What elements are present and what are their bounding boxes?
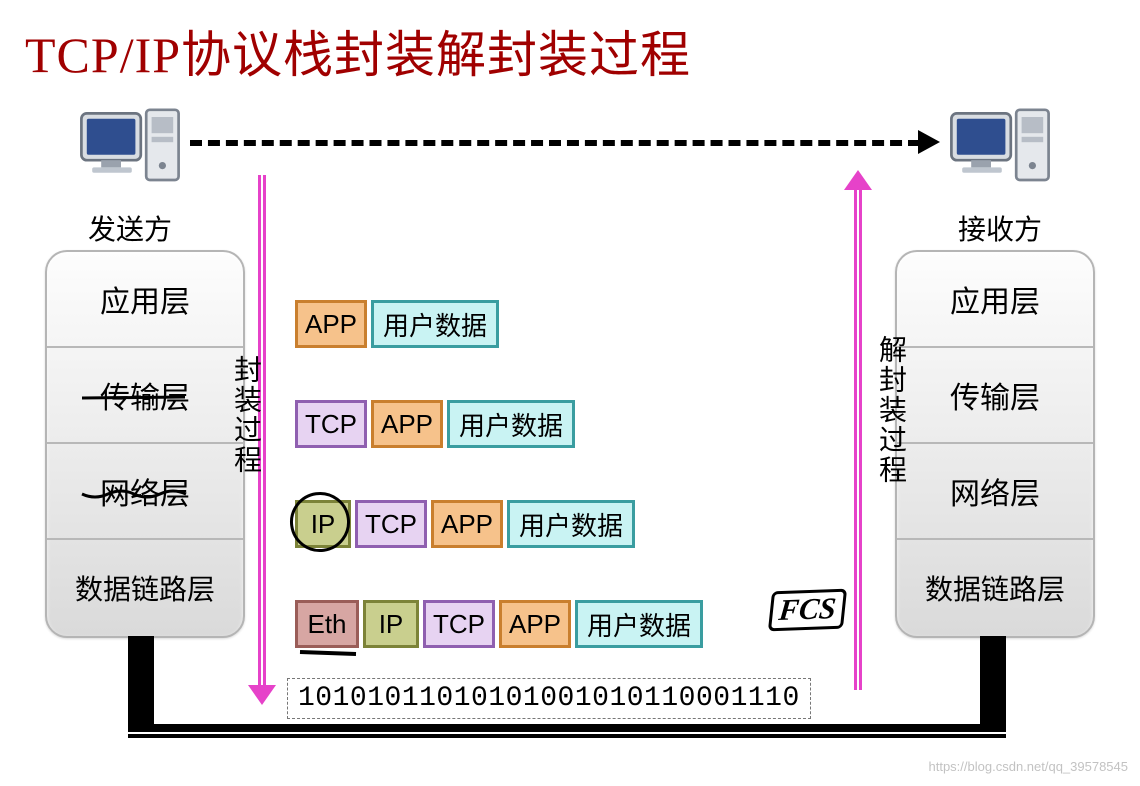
layer: 应用层 xyxy=(897,252,1093,348)
sender-pc-icon xyxy=(75,108,185,198)
transmission-arrow xyxy=(190,140,920,146)
layer: 传输层 xyxy=(47,348,243,444)
sender-cable-drop xyxy=(128,636,154,732)
packet-tcp: TCP xyxy=(295,400,367,448)
sender-stack: 应用层 传输层 网络层 数据链路层 xyxy=(45,250,245,638)
packet-row: EthIPTCPAPP用户数据 xyxy=(295,600,707,648)
receiver-label: 接收方 xyxy=(950,208,1050,248)
packet-app: APP xyxy=(431,500,503,548)
packet-data: 用户数据 xyxy=(507,500,635,548)
cable xyxy=(128,724,1006,732)
packet-row: IPTCPAPP用户数据 xyxy=(295,500,639,548)
layer: 数据链路层 xyxy=(897,540,1093,636)
packet-app: APP xyxy=(499,600,571,648)
layer: 数据链路层 xyxy=(47,540,243,636)
packet-data: 用户数据 xyxy=(575,600,703,648)
encapsulation-arrowhead xyxy=(248,685,276,705)
layer: 传输层 xyxy=(897,348,1093,444)
receiver-stack: 应用层 传输层 网络层 数据链路层 xyxy=(895,250,1095,638)
receiver-pc-icon xyxy=(945,108,1055,198)
diagram-canvas: 发送方 接收方 应用层 传输层 网络层 数据链路层 应用层 传输层 网络层 数据… xyxy=(0,100,1140,780)
packet-data: 用户数据 xyxy=(371,300,499,348)
layer: 网络层 xyxy=(47,444,243,540)
bitstream: 10101011010101001010110001110 xyxy=(287,678,811,719)
cable-shadow xyxy=(128,734,1006,738)
packet-app: APP xyxy=(295,300,367,348)
decapsulation-label: 解封装过程 xyxy=(870,335,910,485)
layer: 网络层 xyxy=(897,444,1093,540)
packet-eth: Eth xyxy=(295,600,359,648)
encapsulation-label: 封装过程 xyxy=(225,355,265,475)
packet-app: APP xyxy=(371,400,443,448)
packet-data: 用户数据 xyxy=(447,400,575,448)
packet-ip: IP xyxy=(295,500,351,548)
packet-row: APP用户数据 xyxy=(295,300,503,348)
layer: 应用层 xyxy=(47,252,243,348)
fcs-annotation: FCS xyxy=(768,589,847,632)
packet-tcp: TCP xyxy=(423,600,495,648)
eth-underline xyxy=(298,648,360,658)
decapsulation-arrowhead xyxy=(844,170,872,190)
sender-label: 发送方 xyxy=(80,208,180,248)
packet-tcp: TCP xyxy=(355,500,427,548)
transmission-arrowhead xyxy=(918,130,940,154)
packet-ip: IP xyxy=(363,600,419,648)
page-title: TCP/IP协议栈封装解封装过程 xyxy=(0,0,1140,87)
watermark: https://blog.csdn.net/qq_39578545 xyxy=(929,759,1129,774)
decapsulation-arrow-line xyxy=(854,190,862,690)
packet-row: TCPAPP用户数据 xyxy=(295,400,579,448)
receiver-cable-drop xyxy=(980,636,1006,732)
